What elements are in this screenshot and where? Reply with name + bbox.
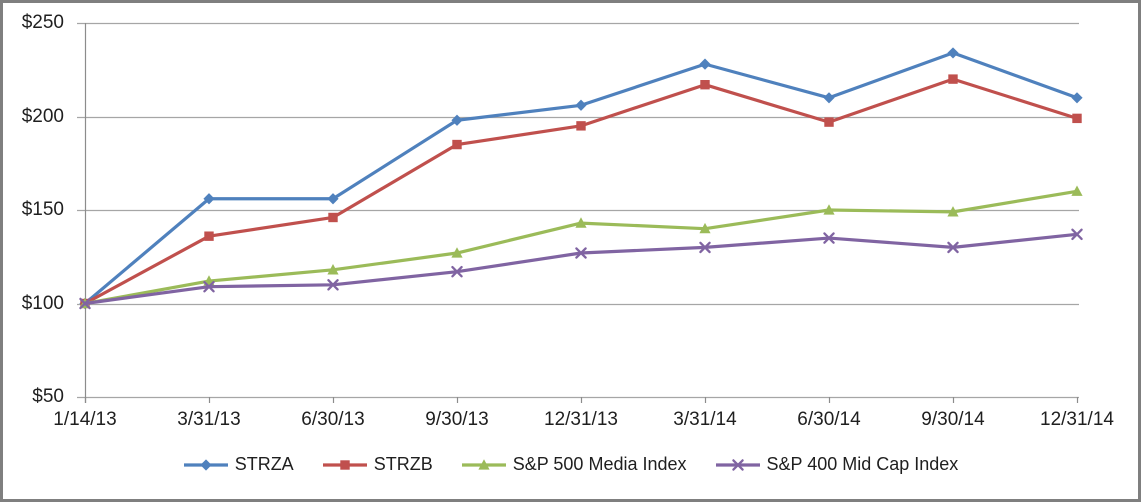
data-point-s-p-400-mid-cap-index xyxy=(327,279,339,291)
data-point-s-p-500-media-index xyxy=(823,204,835,215)
series-line-s-p-400-mid-cap-index xyxy=(83,232,1079,306)
data-point-strza xyxy=(327,193,339,205)
x-axis-label: 6/30/13 xyxy=(301,409,365,430)
legend-label: S&P 400 Mid Cap Index xyxy=(766,454,959,474)
data-point-s-p-400-mid-cap-index xyxy=(823,232,835,244)
x-axis-label: 12/31/13 xyxy=(544,409,618,430)
data-point-s-p-500-media-index xyxy=(575,217,587,228)
data-point-s-p-500-media-index xyxy=(699,222,711,234)
data-point-strzb xyxy=(576,121,586,131)
y-axis-label: $200 xyxy=(21,105,64,127)
data-point-strza xyxy=(1071,92,1083,104)
legend-marker-strza xyxy=(200,458,212,471)
legend-marker-x-icon xyxy=(715,458,760,471)
data-point-strza xyxy=(451,114,463,126)
legend-marker-strzb xyxy=(340,459,350,470)
series-line-strza xyxy=(83,51,1079,306)
legend-marker-triangle-icon xyxy=(461,458,506,470)
y-axis-label: $150 xyxy=(21,199,64,220)
legend-label: STRZA xyxy=(234,454,294,474)
data-point-strza xyxy=(575,99,587,111)
data-point-s-p-400-mid-cap-index xyxy=(79,297,91,310)
legend-label: S&P 500 Media Index xyxy=(512,454,687,474)
data-point-strzb xyxy=(948,74,958,84)
x-axis-label: 1/14/13 xyxy=(53,409,117,430)
y-axis-label: $100 xyxy=(21,292,64,314)
data-point-s-p-500-media-index xyxy=(947,206,959,217)
x-axis-label: 9/30/14 xyxy=(921,409,985,430)
legend-marker-diamond-icon xyxy=(183,458,228,471)
data-point-strzb xyxy=(204,231,214,241)
legend-label: STRZB xyxy=(373,454,433,474)
legend-item-s-p-400-mid-cap-index: S&P 400 Mid Cap Index xyxy=(715,454,959,475)
y-axis-label: $50 xyxy=(32,386,64,407)
data-point-strzb xyxy=(700,80,710,90)
data-point-s-p-500-media-index xyxy=(451,247,463,258)
data-point-strza xyxy=(699,58,711,70)
data-point-s-p-400-mid-cap-index xyxy=(451,265,463,278)
data-point-strzb xyxy=(824,117,834,127)
data-point-strza xyxy=(823,92,835,104)
x-axis-label: 6/30/14 xyxy=(797,409,861,430)
series-line-strzb xyxy=(83,77,1079,306)
legend-marker-s-p-500-media-index xyxy=(478,458,490,470)
x-axis-label: 12/31/14 xyxy=(1040,409,1114,430)
legend-marker-s-p-400-mid-cap-index xyxy=(731,458,744,471)
data-point-s-p-500-media-index xyxy=(327,264,339,275)
data-point-s-p-500-media-index xyxy=(1071,185,1083,196)
x-axis-label: 9/30/13 xyxy=(425,409,489,430)
x-axis-label: 3/31/14 xyxy=(673,409,737,430)
y-axis-label: $250 xyxy=(21,12,64,33)
legend-marker-square-icon xyxy=(322,459,367,470)
data-point-s-p-400-mid-cap-index xyxy=(203,280,215,293)
data-point-strzb xyxy=(328,212,338,223)
legend-item-strzb: STRZB xyxy=(322,454,433,475)
data-point-s-p-400-mid-cap-index xyxy=(575,247,587,259)
data-point-strza xyxy=(947,47,959,59)
x-axis-label: 3/31/13 xyxy=(177,409,241,430)
legend-item-strza: STRZA xyxy=(183,454,294,475)
data-point-s-p-400-mid-cap-index xyxy=(1071,228,1083,241)
legend-item-s-p-500-media-index: S&P 500 Media Index xyxy=(461,454,687,475)
chart-legend: STRZA STRZB S&P 500 Media Index S&P 400 Mid… xyxy=(0,454,1141,475)
data-point-s-p-400-mid-cap-index xyxy=(699,241,711,254)
data-point-strza xyxy=(203,193,215,205)
data-point-strzb xyxy=(452,139,462,150)
data-point-strzb xyxy=(1072,113,1082,124)
data-point-s-p-400-mid-cap-index xyxy=(947,241,959,254)
